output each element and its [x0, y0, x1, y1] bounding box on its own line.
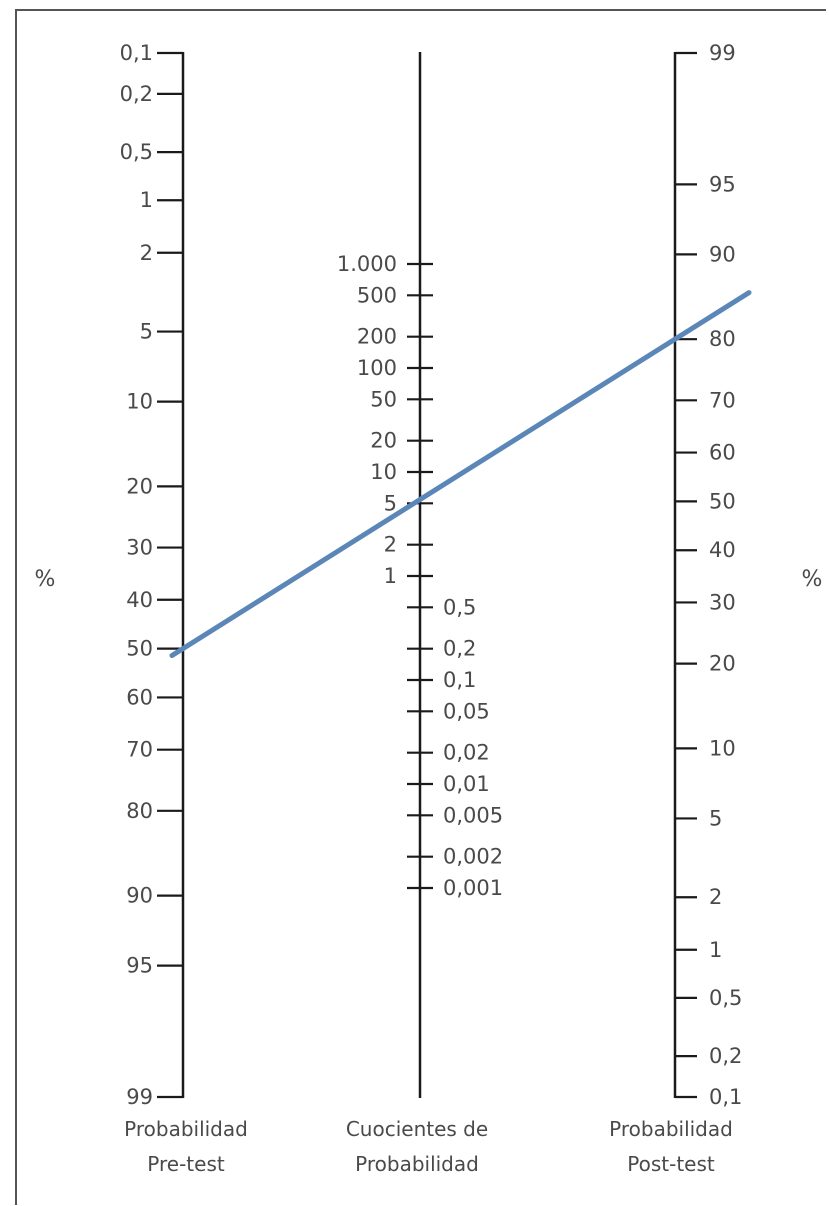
pretest-tick-label: 50 [126, 637, 153, 661]
example-probability-line [169, 290, 752, 659]
posttest-caption-line2: Post-test [627, 1152, 715, 1176]
posttest-tick-label: 40 [709, 538, 736, 562]
posttest-tick-label: 0,5 [709, 986, 742, 1010]
posttest-tick-label: 0,1 [709, 1085, 742, 1109]
pretest-caption-line1: Probabilidad [124, 1117, 248, 1141]
pretest-tick-label: 99 [126, 1085, 153, 1109]
posttest-tick-label: 95 [709, 172, 736, 196]
pretest-unit-label: % [35, 567, 56, 592]
posttest-tick-label: 2 [709, 885, 722, 909]
posttest-tick-label: 99 [709, 41, 736, 65]
ratio-tick-label: 50 [370, 387, 397, 411]
posttest-tick-label: 90 [709, 242, 736, 266]
frame-border [15, 9, 826, 1205]
ratio-tick-label: 2 [384, 533, 397, 557]
posttest-tick-label: 5 [709, 806, 722, 830]
pretest-tick-label: 0,2 [120, 82, 153, 106]
posttest-tick-label: 20 [709, 652, 736, 676]
pretest-tick-label: 60 [126, 685, 153, 709]
posttest-tick-label: 30 [709, 590, 736, 614]
pretest-tick-label: 70 [126, 738, 153, 762]
ratio-tick-label: 10 [370, 460, 397, 484]
pretest-tick-label: 80 [126, 799, 153, 823]
ratio-tick-label: 1 [384, 564, 397, 588]
ratio-tick-label: 0,2 [443, 637, 476, 661]
pretest-tick-label: 30 [126, 536, 153, 560]
ratio-tick-label: 500 [357, 283, 397, 307]
ratio-caption-line2: Probabilidad [355, 1152, 479, 1176]
ratio-tick-label: 0,002 [443, 845, 503, 869]
ratio-caption-line1: Cuocientes de [346, 1117, 488, 1141]
posttest-unit-label: % [802, 567, 823, 592]
posttest-caption-line1: Probabilidad [609, 1117, 733, 1141]
posttest-tick-label: 0,2 [709, 1044, 742, 1068]
pretest-tick-label: 95 [126, 954, 153, 978]
posttest-tick-label: 60 [709, 441, 736, 465]
posttest-tick-label: 1 [709, 938, 722, 962]
pretest-tick-label: 2 [140, 241, 153, 265]
pretest-tick-label: 0,1 [120, 41, 153, 65]
posttest-tick-label: 50 [709, 489, 736, 513]
ratio-tick-label: 0,5 [443, 595, 476, 619]
pretest-tick-label: 20 [126, 474, 153, 498]
ratio-tick-label: 0,02 [443, 741, 490, 765]
pretest-tick-label: 10 [126, 390, 153, 414]
ratio-tick-group: 1.000 500 200 100 50 20 10 5 2 1 0,5 0,2 0,1 0,05 0,02… [337, 252, 503, 900]
ratio-tick-label: 100 [357, 356, 397, 380]
pretest-tick-label: 1 [140, 188, 153, 212]
pretest-tick-label: 0,5 [120, 140, 153, 164]
ratio-tick-label: 0,005 [443, 803, 503, 827]
ratio-tick-label: 20 [370, 429, 397, 453]
ratio-tick-label: 0,01 [443, 772, 490, 796]
pretest-tick-label: 5 [140, 320, 153, 344]
pretest-tick-group: 0,1 0,2 0,5 1 2 5 10 20 30 40 50 60 70 80 90 95 99 [120, 41, 183, 1109]
ratio-tick-label: 0,05 [443, 699, 490, 723]
ratio-tick-label: 1.000 [337, 252, 397, 276]
pretest-tick-label: 90 [126, 884, 153, 908]
posttest-tick-group: 99 95 90 80 70 60 50 40 30 20 10 5 2 1 0,5 0,2 0,1 [675, 41, 742, 1109]
posttest-tick-label: 10 [709, 736, 736, 760]
pretest-tick-label: 40 [126, 588, 153, 612]
posttest-tick-label: 80 [709, 327, 736, 351]
posttest-tick-label: 70 [709, 388, 736, 412]
pretest-caption-line2: Pre-test [147, 1152, 225, 1176]
ratio-tick-label: 200 [357, 325, 397, 349]
ratio-tick-label: 0,1 [443, 668, 476, 692]
ratio-tick-label: 5 [384, 491, 397, 515]
ratio-tick-label: 0,001 [443, 876, 503, 900]
